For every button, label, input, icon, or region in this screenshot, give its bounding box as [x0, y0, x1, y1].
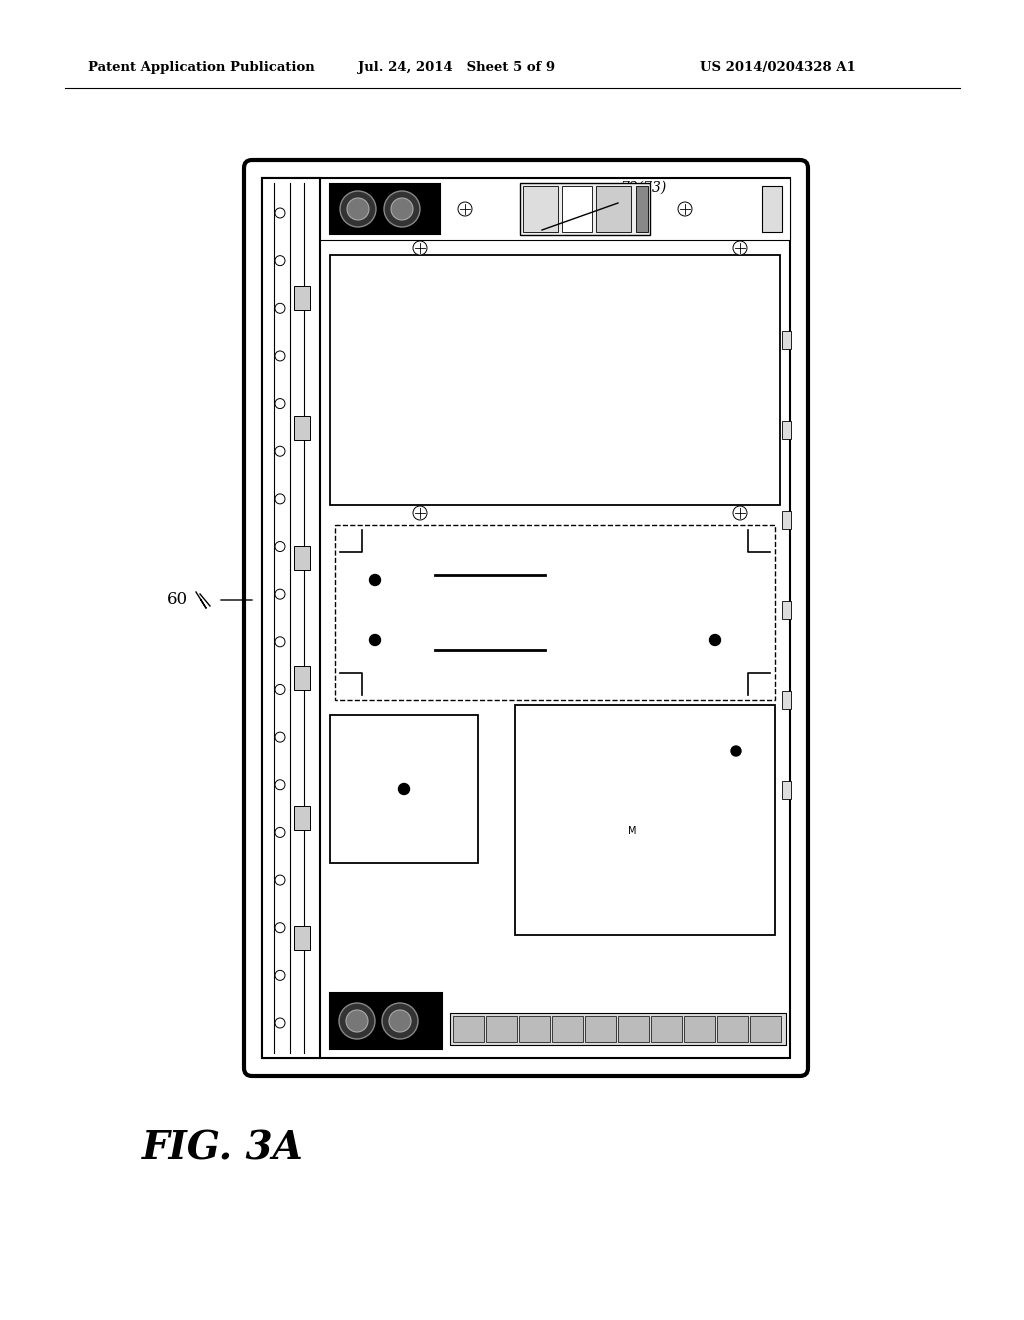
Bar	[515, 705, 775, 935]
Bar	[684, 1016, 715, 1041]
Circle shape	[733, 506, 746, 520]
Circle shape	[339, 1003, 375, 1039]
Circle shape	[275, 494, 285, 504]
Circle shape	[678, 202, 692, 216]
Bar	[262, 178, 790, 1059]
Circle shape	[275, 636, 285, 647]
Circle shape	[275, 685, 285, 694]
Circle shape	[275, 446, 285, 457]
Bar	[519, 1016, 550, 1041]
Bar	[750, 1016, 781, 1041]
Circle shape	[275, 780, 285, 789]
Circle shape	[413, 242, 427, 255]
Bar	[319, 178, 790, 240]
Circle shape	[275, 304, 285, 313]
Circle shape	[275, 875, 285, 884]
Circle shape	[710, 635, 721, 645]
Bar	[330, 993, 442, 1049]
Bar	[520, 183, 650, 235]
Bar	[562, 186, 592, 232]
Bar	[596, 186, 631, 232]
Circle shape	[382, 1003, 418, 1039]
Text: US 2014/0204328 A1: US 2014/0204328 A1	[700, 62, 856, 74]
Circle shape	[733, 242, 746, 255]
Bar	[782, 781, 791, 799]
Circle shape	[398, 784, 410, 795]
Bar	[294, 667, 310, 690]
Circle shape	[391, 198, 413, 220]
Circle shape	[413, 506, 427, 520]
Circle shape	[275, 589, 285, 599]
Circle shape	[340, 191, 376, 227]
Circle shape	[275, 923, 285, 933]
Bar	[782, 511, 791, 529]
Bar	[782, 421, 791, 440]
Circle shape	[458, 202, 472, 216]
Circle shape	[275, 733, 285, 742]
Circle shape	[370, 635, 381, 645]
Text: 72(73): 72(73)	[620, 181, 667, 195]
Bar	[294, 416, 310, 440]
Text: 60: 60	[167, 591, 188, 609]
Circle shape	[275, 828, 285, 837]
Circle shape	[275, 1018, 285, 1028]
Bar	[782, 601, 791, 619]
Bar	[486, 1016, 517, 1041]
Circle shape	[275, 209, 285, 218]
Circle shape	[275, 399, 285, 409]
Bar	[636, 186, 648, 232]
Bar	[762, 186, 782, 232]
Circle shape	[275, 256, 285, 265]
Bar	[330, 715, 478, 863]
Circle shape	[389, 1010, 411, 1032]
Circle shape	[347, 198, 369, 220]
Bar	[782, 690, 791, 709]
Circle shape	[370, 574, 381, 586]
Text: Patent Application Publication: Patent Application Publication	[88, 62, 314, 74]
FancyBboxPatch shape	[244, 160, 808, 1076]
Bar	[585, 1016, 616, 1041]
Text: FIG. 3A: FIG. 3A	[142, 1130, 304, 1168]
Circle shape	[275, 351, 285, 360]
Circle shape	[275, 541, 285, 552]
Circle shape	[384, 191, 420, 227]
Bar	[294, 807, 310, 830]
Circle shape	[731, 746, 741, 756]
Bar	[651, 1016, 682, 1041]
Bar	[618, 1016, 649, 1041]
Bar	[294, 927, 310, 950]
Text: Jul. 24, 2014   Sheet 5 of 9: Jul. 24, 2014 Sheet 5 of 9	[358, 62, 555, 74]
Circle shape	[275, 970, 285, 981]
Bar	[782, 331, 791, 348]
Bar	[330, 183, 440, 234]
Bar	[453, 1016, 484, 1041]
Bar	[262, 178, 319, 1059]
Bar	[335, 525, 775, 700]
Bar	[294, 546, 310, 570]
Bar	[330, 255, 780, 506]
Bar	[717, 1016, 748, 1041]
Circle shape	[346, 1010, 368, 1032]
Text: M: M	[628, 826, 636, 837]
Bar	[552, 1016, 583, 1041]
Bar	[294, 286, 310, 310]
Bar	[523, 186, 558, 232]
Bar	[450, 1012, 786, 1045]
